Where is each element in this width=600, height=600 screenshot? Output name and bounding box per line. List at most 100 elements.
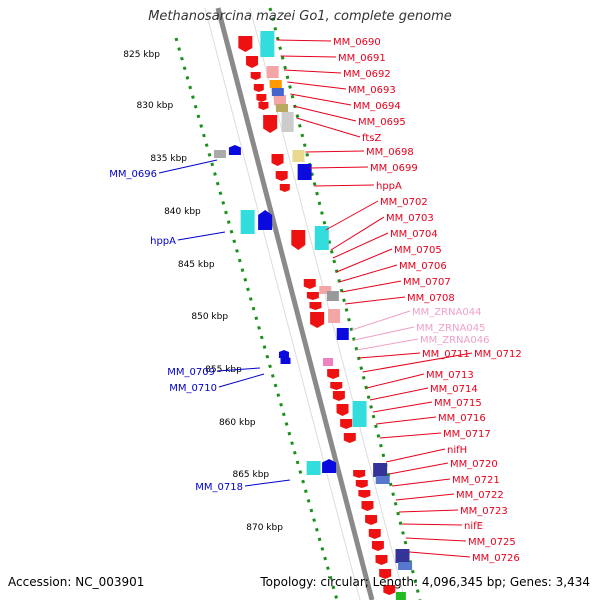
gene-label[interactable]: MM_0696 — [109, 169, 157, 180]
gene-label[interactable]: nifE — [464, 521, 483, 532]
forward-steel-gene — [375, 476, 390, 484]
label-connector — [177, 231, 226, 241]
gene-label[interactable]: MM_0705 — [394, 245, 442, 256]
reverse-grey-gene — [213, 150, 226, 158]
scale-label: 865 kbp — [232, 470, 269, 480]
gene-label[interactable]: MM_0723 — [460, 506, 508, 517]
gene-label[interactable]: MM_0699 — [370, 163, 418, 174]
gene-label[interactable]: MM_0708 — [407, 293, 455, 304]
gene-label[interactable]: nifH — [447, 445, 467, 456]
forward-gene — [336, 404, 349, 416]
label-connector — [344, 296, 406, 305]
label-connector — [325, 200, 379, 231]
label-connector — [314, 184, 375, 187]
left-gene-labels: MM_0696 hppA MM_0709 MM_0710 MM_0718 — [109, 169, 243, 493]
forward-gene — [271, 154, 284, 166]
label-connector — [276, 39, 332, 42]
gene-label[interactable]: MM_0716 — [438, 413, 486, 424]
gene-label[interactable]: MM_0717 — [443, 429, 491, 440]
genome-backbone — [215, 7, 375, 600]
forward-gene — [263, 115, 278, 133]
gene-label[interactable]: MM_0710 — [169, 383, 217, 394]
scale-label: 840 kbp — [164, 207, 201, 217]
forward-grey-gene — [281, 112, 294, 132]
forward-gene — [310, 312, 325, 328]
reverse-gene — [280, 356, 291, 364]
tick-guides — [174, 7, 422, 600]
gene-label[interactable]: MM_0704 — [390, 229, 438, 240]
gene-label[interactable]: MM_0726 — [472, 553, 520, 564]
gene-label[interactable]: MM_0694 — [353, 101, 401, 112]
forward-gene — [365, 515, 378, 525]
gene-label[interactable]: MM_0725 — [468, 537, 516, 548]
label-connector — [341, 280, 402, 293]
scale-label: 870 kbp — [246, 523, 283, 533]
gene-label[interactable]: MM_0712 — [474, 349, 522, 360]
gene-label[interactable]: MM_0721 — [452, 475, 500, 486]
label-connector — [158, 159, 218, 174]
forward-pale-gene — [328, 309, 341, 323]
forward-gene — [253, 84, 264, 92]
scale-labels: 825 kbp 830 kbp 835 kbp 840 kbp 845 kbp 850 k… — [123, 50, 283, 533]
forward-gene — [306, 292, 319, 300]
gene-label[interactable]: MM_0693 — [348, 85, 396, 96]
forward-gene — [355, 480, 368, 488]
forward-gene — [275, 171, 288, 181]
forward-gene — [353, 470, 366, 478]
gene-label[interactable]: MM_0715 — [434, 398, 482, 409]
gene-label[interactable]: hppA — [150, 236, 176, 247]
gene-label[interactable]: ftsZ — [362, 133, 381, 144]
forward-blue-gene — [336, 328, 349, 340]
label-connector — [309, 166, 369, 169]
label-connector — [244, 479, 291, 487]
forward-gene — [340, 419, 353, 429]
gene-label[interactable]: MM_0714 — [430, 384, 478, 395]
forward-gene — [303, 279, 316, 289]
forward-olive-gene — [276, 104, 288, 112]
forward-tan-gene — [292, 150, 305, 162]
gene-label[interactable]: MM_0702 — [380, 197, 428, 208]
forward-grey-gene — [326, 291, 339, 301]
map-title: Methanosarcina mazei Go1, complete genom… — [148, 9, 452, 24]
track-border-outer-right — [249, 7, 406, 600]
gene-label[interactable]: MM_0707 — [403, 277, 451, 288]
gene-label[interactable]: MM_ZRNA044 — [412, 307, 481, 318]
gene-label[interactable]: MM_0706 — [399, 261, 447, 272]
label-connector — [293, 105, 357, 122]
forward-gene — [371, 541, 384, 551]
gene-label[interactable]: MM_0711 — [422, 349, 470, 360]
gene-label[interactable]: MM_0713 — [426, 370, 474, 381]
label-connector — [330, 216, 385, 251]
scale-label: 855 kbp — [205, 365, 242, 375]
genome-summary-text: Topology: circular; Length: 4,096,345 bp… — [260, 575, 590, 589]
gene-label[interactable]: MM_0703 — [386, 213, 434, 224]
gene-features — [213, 31, 413, 600]
forward-navy-gene — [373, 463, 388, 477]
gene-label[interactable]: MM_0690 — [333, 37, 381, 48]
left-label-connectors — [158, 159, 291, 487]
forward-cyan-gene — [260, 31, 275, 57]
accession-text: Accession: NC_003901 — [8, 575, 145, 589]
right-label-connectors — [276, 39, 473, 558]
left-tick-guide — [174, 37, 339, 600]
label-connector — [336, 248, 393, 273]
gene-label[interactable]: MM_0691 — [338, 53, 386, 64]
label-connector — [409, 551, 471, 558]
forward-gene — [379, 569, 392, 579]
gene-label[interactable]: MM_ZRNA046 — [420, 335, 489, 346]
gene-label[interactable]: MM_0722 — [456, 490, 504, 501]
forward-gene — [238, 36, 253, 52]
gene-label[interactable]: MM_0720 — [450, 459, 498, 470]
label-connector — [369, 387, 429, 401]
forward-gene — [246, 56, 259, 68]
gene-label[interactable]: hppA — [376, 181, 402, 192]
gene-label[interactable]: MM_0692 — [343, 69, 391, 80]
gene-label[interactable]: MM_0718 — [195, 482, 243, 493]
label-connector — [296, 117, 361, 138]
gene-label[interactable]: MM_0709 — [167, 367, 215, 378]
gene-label[interactable]: MM_0695 — [358, 117, 406, 128]
gene-label[interactable]: MM_ZRNA045 — [416, 323, 485, 334]
gene-label[interactable]: MM_0698 — [366, 147, 414, 158]
label-connector — [395, 493, 455, 501]
label-connector — [385, 448, 446, 463]
